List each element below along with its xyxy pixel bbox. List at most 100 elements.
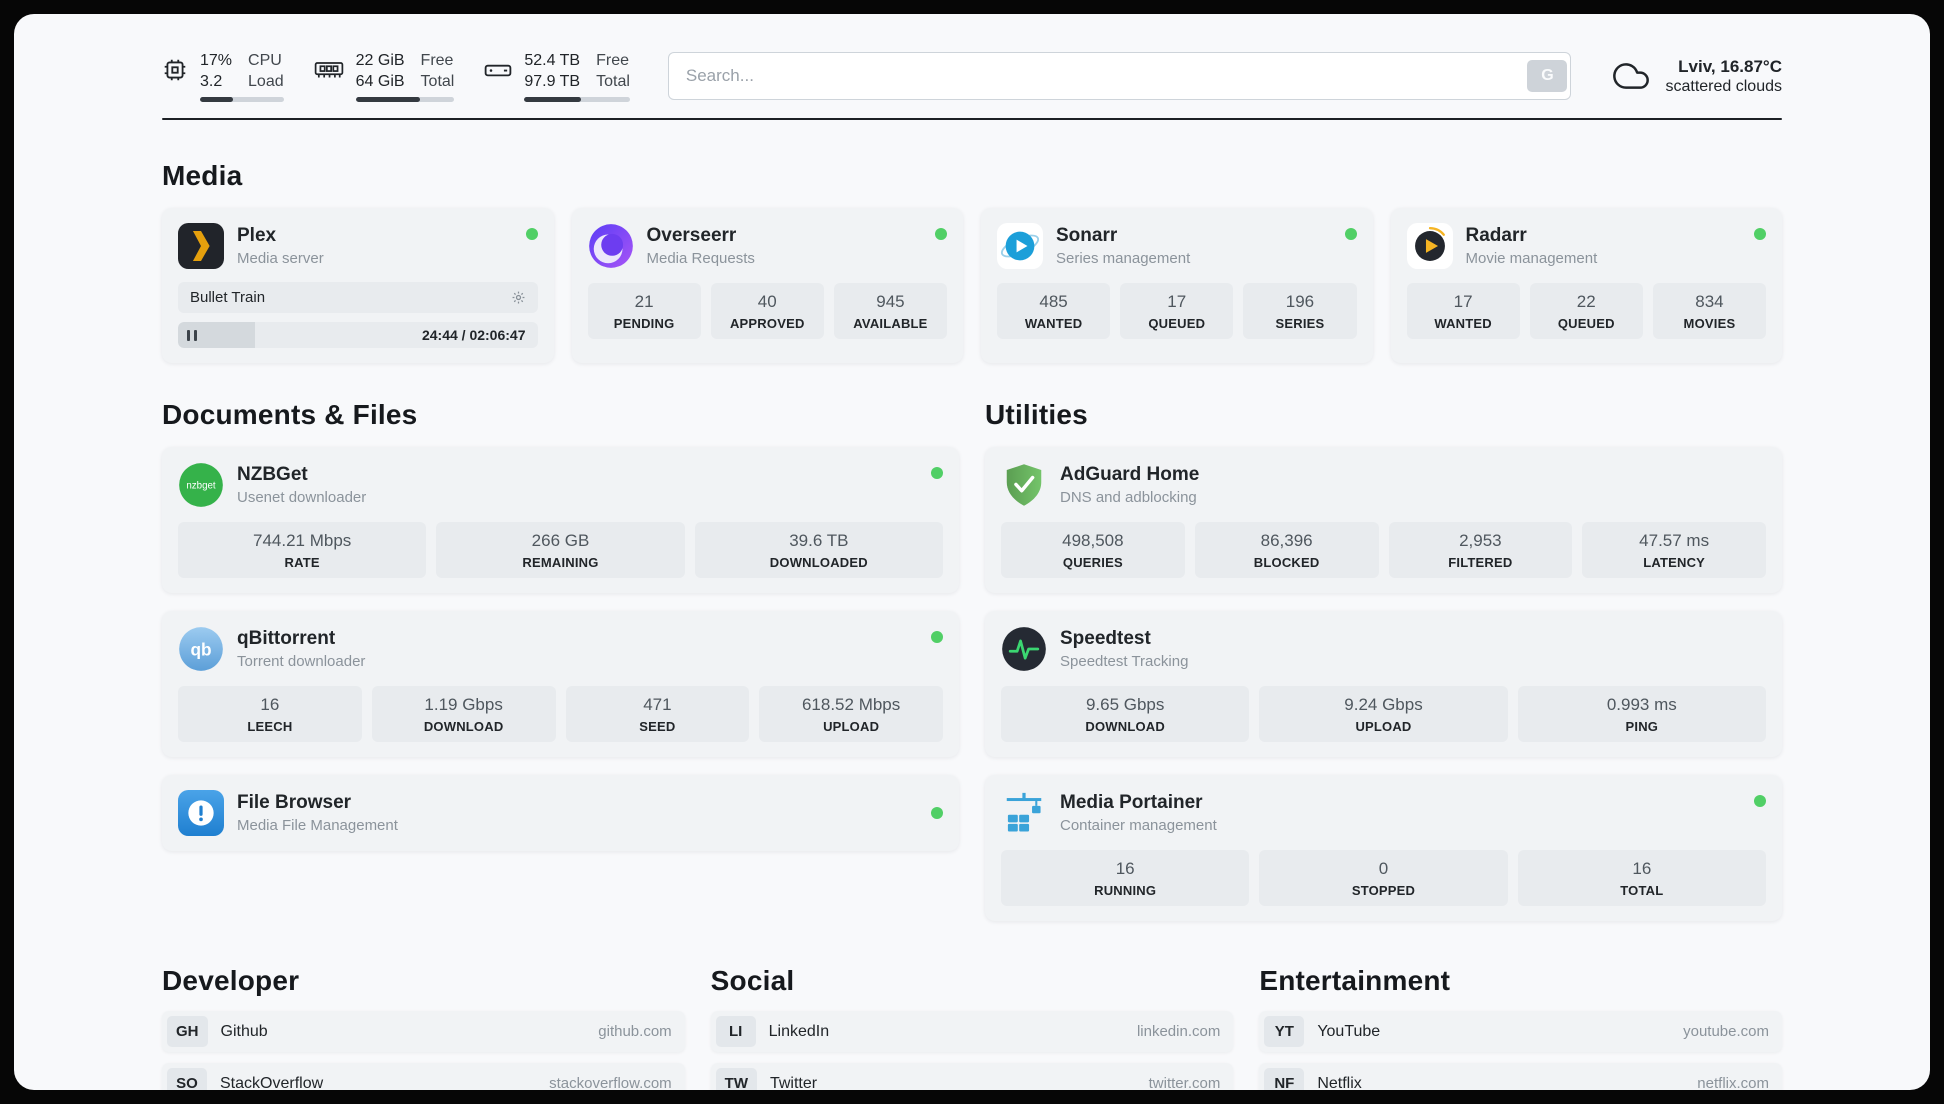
bookmark-name: YouTube (1317, 1022, 1381, 1040)
stat-label: RATE (284, 555, 320, 571)
stat-label: AVAILABLE (853, 316, 928, 332)
app-subtitle: Container management (1060, 817, 1217, 835)
cpu-progress-bar (200, 97, 284, 103)
cpu-metric-body: 17% 3.2 CPU Load (200, 50, 284, 103)
app-name: Sonarr (1056, 225, 1118, 247)
app-name: Plex (237, 225, 277, 247)
bookmark-abbr: LI (715, 1016, 756, 1048)
stat-value: 9.24 Gbps (1344, 695, 1423, 715)
plex-icon (178, 223, 224, 270)
disk-free-value: 52.4 TB (524, 52, 581, 69)
stat-value: 744.21 Mbps (253, 531, 352, 551)
stat-value: 471 (643, 695, 672, 715)
app-card-overseerr[interactable]: Overseerr Media Requests 21 PENDING 40 A… (571, 208, 963, 364)
stat-value: 266 GB (531, 531, 590, 551)
top-bar: 17% 3.2 CPU Load (162, 50, 1782, 103)
disk-free-label: Free (596, 52, 629, 69)
app-name: Overseerr (646, 225, 737, 247)
stat-value: 618.52 Mbps (801, 695, 901, 715)
stat-available: 945 AVAILABLE (833, 283, 948, 340)
status-dot (931, 807, 943, 820)
app-card-plex[interactable]: Plex Media server Bullet Train 24:44 / 0… (162, 208, 554, 364)
bookmark-youtube[interactable]: YT YouTube youtube.com (1259, 1011, 1782, 1053)
app-card-speedtest[interactable]: Speedtest Speedtest Tracking 9.65 Gbps D… (985, 611, 1782, 758)
app-name: NZBGet (237, 464, 308, 486)
pause-icon (187, 329, 190, 341)
app-card-adguard[interactable]: AdGuard Home DNS and adblocking 498,508 … (985, 447, 1782, 594)
stat-value: 1.19 Gbps (424, 695, 503, 715)
stat-value: 485 (1039, 292, 1068, 312)
stat-value: 21 (634, 292, 654, 312)
cloud-icon (1613, 63, 1650, 90)
memory-metric: 22 GiB 64 GiB Free Total (314, 50, 455, 103)
stat-value: 2,953 (1459, 531, 1502, 551)
stat-value: 16 (1115, 859, 1135, 879)
bookmark-stackoverflow[interactable]: SO StackOverflow stackoverflow.com (162, 1063, 685, 1090)
app-card-portainer[interactable]: Media Portainer Container management 16 … (985, 775, 1782, 922)
stat-label: BLOCKED (1253, 555, 1320, 571)
app-name: qBittorrent (237, 628, 336, 650)
adguard-icon (1006, 464, 1042, 506)
nzbget-icon: nzbget (179, 463, 223, 508)
stat-value: 0.993 ms (1606, 695, 1677, 715)
stat-upload: 618.52 Mbps UPLOAD (759, 686, 943, 743)
stat-total: 16 TOTAL (1517, 850, 1766, 907)
now-playing-progress-fill (178, 322, 256, 349)
app-card-nzbget[interactable]: nzbget NZBGet Usenet downloader 744.21 M… (162, 447, 959, 594)
stat-value: 17 (1167, 292, 1187, 312)
svg-text:qb: qb (190, 640, 211, 660)
stat-label: QUEUED (1148, 316, 1206, 332)
stat-value: 47.57 ms (1639, 531, 1710, 551)
cpu-label: CPU (248, 52, 282, 69)
app-subtitle: Speedtest Tracking (1060, 653, 1189, 671)
app-card-filebrowser[interactable]: File Browser Media File Management (162, 775, 959, 852)
stat-remaining: 266 GB REMAINING (436, 522, 685, 579)
search-engine-button[interactable]: G (1527, 60, 1568, 93)
stat-label: UPLOAD (823, 719, 880, 735)
bookmark-url: github.com (598, 1023, 672, 1041)
stat-queries: 498,508 QUERIES (1001, 522, 1185, 579)
app-name: Media Portainer (1060, 792, 1203, 814)
now-playing-title: Bullet Train (190, 289, 266, 307)
bookmark-name: Github (220, 1022, 268, 1040)
memory-progress-fill (355, 97, 420, 103)
radarr-icon (1406, 223, 1453, 270)
stat-downloaded: 39.6 TB DOWNLOADED (694, 522, 943, 579)
disk-metric-body: 52.4 TB 97.9 TB Free Total (524, 50, 630, 103)
bookmark-github[interactable]: GH Github github.com (162, 1011, 685, 1053)
memory-icon (314, 62, 343, 78)
app-card-qbittorrent[interactable]: qb qBittorrent Torrent downloader 16 LEE… (162, 611, 959, 758)
stat-value: 834 (1695, 292, 1724, 312)
cpu-metric: 17% 3.2 CPU Load (162, 50, 284, 103)
stat-queued: 22 QUEUED (1529, 283, 1643, 340)
cpu-usage-value: 17% (200, 52, 233, 69)
stat-ping: 0.993 ms PING (1517, 686, 1766, 743)
status-dot (525, 228, 538, 241)
app-card-radarr[interactable]: Radarr Movie management 17 WANTED 22 QUE… (1390, 208, 1782, 364)
sonarr-icon (997, 223, 1043, 270)
stat-value: 86,396 (1260, 531, 1313, 551)
bookmark-linkedin[interactable]: LI LinkedIn linkedin.com (710, 1011, 1234, 1053)
media-settings-gear-icon[interactable] (511, 290, 526, 305)
stat-value: 39.6 TB (789, 531, 849, 551)
memory-free-label: Free (420, 52, 454, 69)
dashboard-content: 17% 3.2 CPU Load (14, 14, 1930, 1090)
overseerr-icon (588, 224, 633, 269)
search-input[interactable] (671, 56, 1528, 97)
bookmark-abbr: SO (167, 1068, 207, 1090)
app-name: Speedtest (1060, 628, 1151, 650)
stat-label: RUNNING (1094, 883, 1157, 899)
app-card-sonarr[interactable]: Sonarr Series management 485 WANTED 17 Q… (981, 208, 1373, 364)
memory-total-label: Total (420, 73, 455, 91)
bookmark-name: Netflix (1317, 1074, 1362, 1090)
stat-label: UPLOAD (1355, 719, 1412, 735)
bookmarks-social: Social LI LinkedIn linkedin.com TW Twitt… (710, 965, 1234, 1090)
stat-value: 0 (1378, 859, 1389, 879)
bookmark-netflix[interactable]: NF Netflix netflix.com (1259, 1063, 1782, 1090)
bookmark-twitter[interactable]: TW Twitter twitter.com (710, 1063, 1234, 1090)
disk-progress-bar (524, 97, 630, 103)
stat-rate: 744.21 Mbps RATE (178, 522, 427, 579)
app-subtitle: DNS and adblocking (1060, 489, 1197, 507)
stat-latency: 47.57 ms LATENCY (1582, 522, 1766, 579)
stat-label: WANTED (1024, 316, 1083, 332)
